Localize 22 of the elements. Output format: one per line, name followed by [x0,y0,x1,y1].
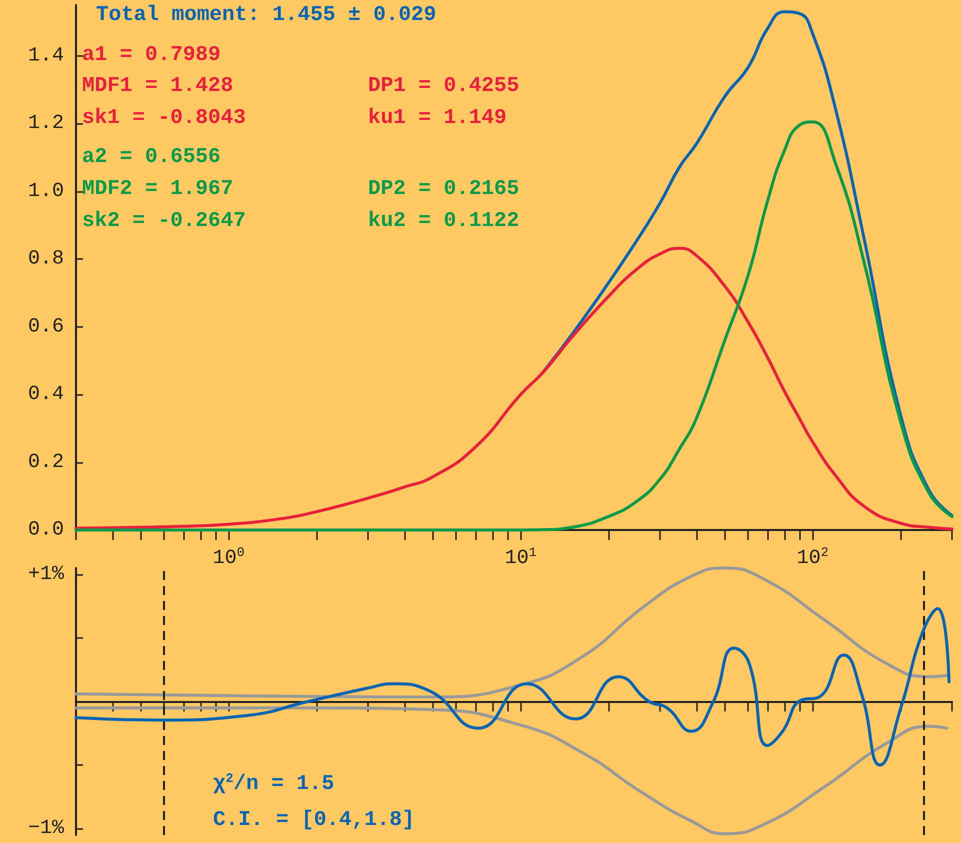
y-tick-label: 1.2 [28,112,64,136]
annotation: Total moment: 1.455 ± 0.029 [96,4,436,27]
y-tick-label: −1% [28,817,65,840]
y-tick-label: 0.6 [28,315,64,338]
annotation: C.I. = [0.4,1.8] [213,809,415,832]
annotation: DP1 = 0.4255 [368,75,520,98]
annotation: MDF2 = 1.967 [82,178,234,201]
annotation: MDF1 = 1.428 [82,75,234,98]
y-tick-label: 1.0 [28,180,64,203]
annotation: ku1 = 1.149 [368,107,507,130]
annotation: ku2 = 0.1122 [368,210,520,233]
y-tick-label: 1.4 [28,44,64,68]
y-tick-label: 0.8 [28,248,64,271]
annotation: DP2 = 0.2165 [368,178,520,201]
annotation: sk1 = -0.8043 [82,107,246,130]
annotation: sk2 = -0.2647 [82,210,246,233]
y-tick-label: 0.2 [28,450,64,474]
y-tick-label: +1% [28,562,65,586]
y-tick-label: 0.0 [28,518,64,542]
y-tick-label: 0.4 [28,383,64,406]
annotation: a1 = 0.7989 [82,44,221,67]
annotation: a2 = 0.6556 [82,146,221,169]
